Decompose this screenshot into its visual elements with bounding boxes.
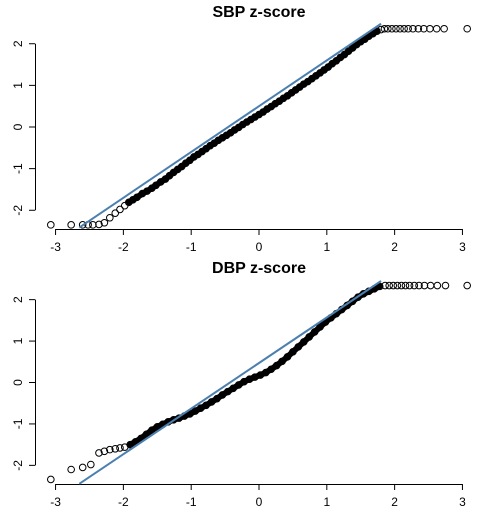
sbp-data-point: [111, 209, 120, 217]
dbp-x-tick-label: -3: [50, 495, 61, 509]
dbp-data-point: [87, 460, 95, 469]
dbp-data-point: [441, 281, 450, 290]
sbp-data-point: [47, 221, 55, 229]
sbp-x-tick-label: -3: [50, 240, 61, 254]
sbp-data-point: [67, 221, 75, 229]
sbp-data-point: [414, 24, 423, 33]
dbp-y-ticks: -2 -1 0 1 2: [11, 296, 35, 471]
dbp-y-tick-label: -1: [11, 418, 25, 429]
dbp-x-tick-label: 1: [323, 495, 330, 509]
dbp-data-point: [401, 281, 410, 290]
dbp-x-tick-label: -2: [118, 495, 129, 509]
sbp-x-tick-label: 0: [256, 240, 263, 254]
sbp-y-ticks: -2 -1 0 1 2: [11, 40, 35, 216]
dbp-x-tick-label: 3: [459, 495, 466, 509]
dbp-data-point: [385, 281, 394, 290]
sbp-data-point: [440, 24, 448, 33]
dbp-y-tick-label: -2: [11, 460, 25, 471]
sbp-overplotted-points-band: [125, 28, 380, 206]
dbp-y-tick-label: 0: [11, 379, 25, 386]
sbp-data-point: [380, 24, 389, 33]
sbp-data-point: [396, 24, 404, 33]
sbp-data-point: [100, 218, 109, 227]
sbp-y-tick-label: -1: [11, 163, 25, 174]
dbp-data-point: [405, 281, 414, 290]
sbp-x-ticks: -3 -2 -1 0 1 2 3: [50, 229, 466, 254]
dbp-x-tick-label: 2: [391, 495, 398, 509]
dbp-data-point: [106, 445, 114, 454]
sbp-data-point: [116, 205, 124, 214]
sbp-x-tick-label: 1: [323, 240, 330, 254]
sbp-data-point: [409, 24, 417, 33]
dbp-x-tick-label: 0: [256, 495, 263, 509]
sbp-data-point: [388, 24, 396, 33]
dbp-x-ticks: -3 -2 -1 0 1 2 3: [50, 484, 466, 509]
dbp-data-point: [111, 444, 120, 453]
dbp-data-point: [78, 463, 87, 472]
dbp-data-point: [67, 465, 75, 474]
sbp-reference-line: [78, 22, 382, 229]
sbp-data-point: [404, 24, 412, 33]
dbp-data-point: [389, 281, 398, 290]
dbp-data-point: [433, 281, 442, 290]
sbp-data-point: [106, 213, 114, 222]
sbp-points: [47, 24, 471, 229]
dbp-data-point: [415, 281, 423, 290]
sbp-x-tick-label: 2: [391, 240, 398, 254]
sbp-x-tick-label: -1: [186, 240, 197, 254]
dbp-data-point: [393, 281, 402, 290]
sbp-data-point: [95, 220, 103, 229]
sbp-data-point: [78, 221, 87, 229]
sbp-x-tick-label: 3: [459, 240, 466, 254]
sbp-data-point: [400, 24, 408, 33]
sbp-data-point: [392, 24, 400, 33]
dbp-data-point: [463, 281, 471, 290]
dbp-qq-panel: DBP z-score -3 -2 -1 0 1 2 3 -2 -1 0 1 2: [11, 260, 471, 509]
dbp-chart-title: DBP z-score: [212, 260, 306, 277]
sbp-x-tick-label: -2: [118, 240, 129, 254]
dbp-data-point: [100, 447, 109, 456]
dbp-data-point: [116, 444, 124, 452]
dbp-data-point: [47, 475, 55, 484]
sbp-chart-title: SBP z-score: [212, 4, 305, 21]
dbp-y-tick-label: 2: [11, 296, 25, 303]
sbp-data-point: [384, 24, 392, 33]
dbp-data-point: [95, 449, 103, 457]
sbp-qq-panel: SBP z-score -3 -2 -1 0 1 2 3 -2 -1 0 1 2: [11, 4, 471, 254]
dbp-reference-line: [78, 280, 382, 485]
dbp-data-point: [410, 281, 419, 290]
sbp-data-point: [432, 24, 441, 33]
sbp-y-tick-label: 0: [11, 123, 25, 130]
sbp-y-tick-label: 1: [11, 82, 25, 89]
dbp-data-point: [397, 281, 406, 290]
dbp-x-tick-label: -1: [186, 495, 197, 509]
sbp-y-tick-label: 2: [11, 40, 25, 47]
sbp-y-tick-label: -2: [11, 205, 25, 216]
dbp-y-tick-label: 1: [11, 337, 25, 344]
sbp-data-point: [463, 24, 471, 33]
